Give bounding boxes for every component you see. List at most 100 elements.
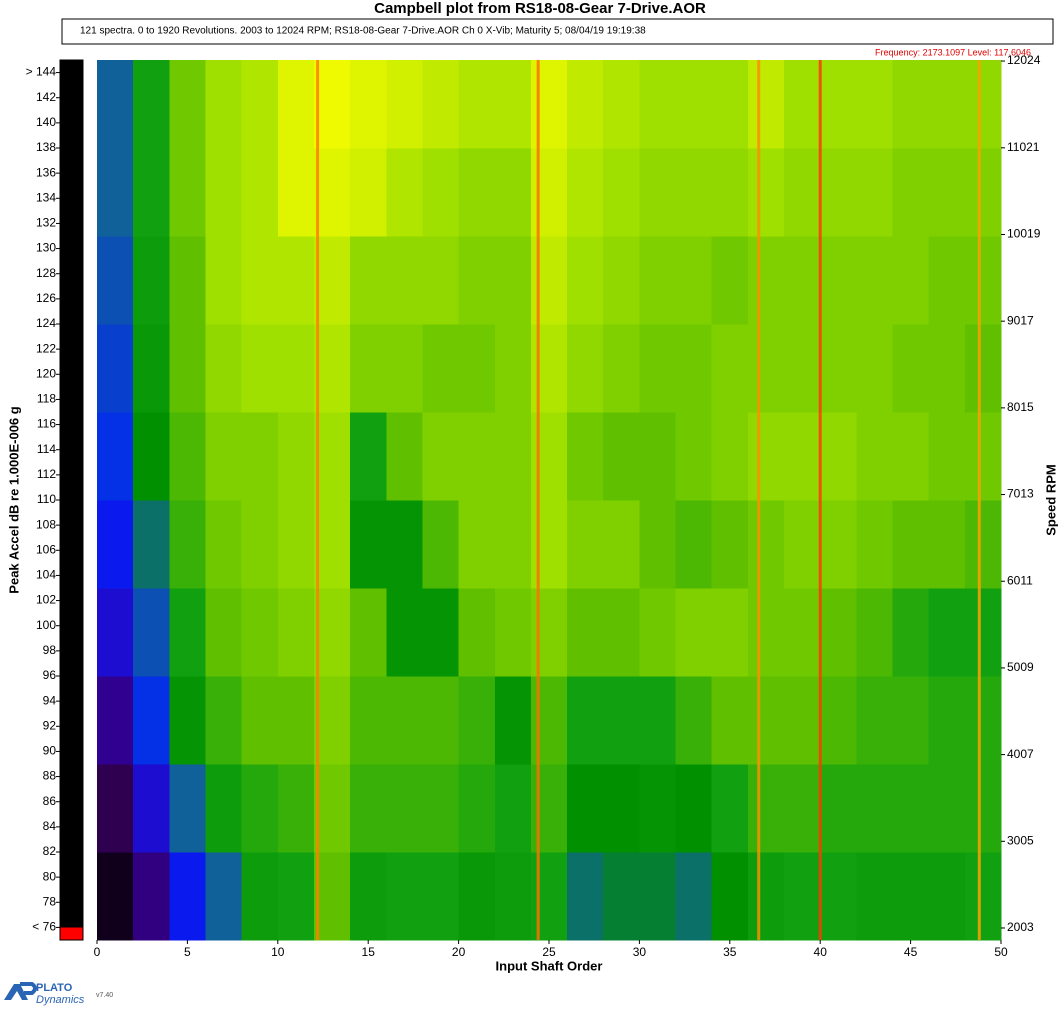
heatmap-cell	[820, 60, 857, 149]
heatmap-cell	[313, 324, 351, 413]
x-axis-label: Input Shaft Order	[496, 958, 603, 973]
heatmap-cell	[241, 587, 279, 677]
heatmap-cell	[386, 412, 423, 501]
heatmap-cell	[313, 147, 351, 237]
heatmap-cell	[567, 235, 604, 325]
heatmap-cell	[494, 60, 532, 149]
heatmap-cell	[675, 500, 713, 589]
heatmap-cell	[133, 235, 170, 325]
heatmap-cell	[277, 500, 315, 589]
heatmap-cell	[241, 500, 279, 589]
heatmap-cell	[313, 764, 351, 853]
colorbar-tick-label: 98	[43, 643, 57, 657]
colorbar-tick-label: 90	[43, 744, 57, 758]
heatmap-cell	[567, 764, 604, 853]
heatmap-cell	[639, 764, 677, 853]
heatmap-cell	[784, 764, 821, 853]
heatmap-cell	[603, 852, 640, 941]
heatmap-cell	[856, 764, 894, 853]
logo-name: PLATO	[36, 982, 73, 994]
heatmap-cell	[386, 60, 423, 149]
heatmap-cell	[856, 60, 894, 149]
colorbar-tick-label: 106	[36, 542, 56, 556]
x-tick-label: 25	[542, 945, 556, 959]
heatmap-cell	[567, 852, 604, 941]
heatmap-cell	[386, 147, 423, 237]
heatmap-cell	[567, 60, 604, 149]
colorbar-tick-label: 126	[36, 291, 56, 305]
y-tick-label: 2003	[1007, 920, 1034, 934]
heatmap-cell	[784, 60, 821, 149]
heatmap-cell	[530, 500, 568, 589]
heatmap-cell	[97, 324, 134, 413]
heatmap-cell	[169, 235, 206, 325]
heatmap-cell	[639, 587, 677, 677]
version: v7.40	[96, 992, 113, 999]
heatmap-cell	[675, 412, 713, 501]
heatmap-cell	[458, 60, 496, 149]
heatmap-cell	[964, 324, 1002, 413]
heatmap-cell	[603, 147, 640, 237]
heatmap-cell	[422, 147, 460, 237]
heatmap-cell	[169, 60, 206, 149]
heatmap-cell	[494, 500, 532, 589]
heatmap-cell	[747, 324, 785, 413]
colorbar-tick-label: 142	[36, 90, 56, 104]
heatmap-cell	[277, 764, 315, 853]
heatmap-cell	[313, 587, 351, 677]
heatmap-cell	[277, 675, 315, 765]
heatmap-cell	[241, 764, 279, 853]
heatmap-cell	[603, 675, 640, 765]
heatmap-cell	[567, 500, 604, 589]
heatmap-cell	[892, 500, 930, 589]
heatmap-cell	[241, 852, 279, 941]
colorbar-tick-label: 108	[36, 517, 56, 531]
heatmap-cell	[97, 235, 134, 325]
colorbar-tick-label: 136	[36, 165, 56, 179]
heatmap-cell	[205, 500, 243, 589]
heatmap-cell	[133, 147, 170, 237]
heatmap-cell	[386, 764, 423, 853]
heatmap-cell	[386, 235, 423, 325]
heatmap-cell	[169, 324, 206, 413]
heatmap-cell	[205, 324, 243, 413]
heatmap-cell	[928, 500, 966, 589]
heatmap-cell	[639, 60, 677, 149]
heatmap-cell	[422, 412, 460, 501]
heatmap-cell	[205, 852, 243, 941]
colorbar-tick-label: 104	[36, 568, 56, 582]
heatmap-cell	[277, 324, 315, 413]
heatmap-cell	[494, 324, 532, 413]
heatmap-cell	[964, 500, 1002, 589]
heatmap-cell	[711, 500, 749, 589]
heatmap-cell	[675, 587, 713, 677]
heatmap-cell	[277, 235, 315, 325]
heatmap-cell	[494, 675, 532, 765]
heatmap-cell	[422, 675, 460, 765]
heatmap-cell	[205, 147, 243, 237]
y-tick-label: 12024	[1007, 53, 1041, 67]
heatmap-cell	[277, 587, 315, 677]
heatmap-cell	[277, 147, 315, 237]
heatmap-cell	[530, 587, 568, 677]
colorbar-tick-label: 88	[43, 769, 57, 783]
heatmap-cell	[169, 764, 206, 853]
heatmap-cell	[856, 412, 894, 501]
heatmap-cell	[169, 675, 206, 765]
heatmap-cell	[639, 500, 677, 589]
colorbar-tick-label: 112	[37, 467, 56, 481]
heatmap-cell	[530, 60, 568, 149]
heatmap-cell	[458, 764, 496, 853]
logo-mark	[4, 984, 28, 1000]
heatmap-cell	[205, 235, 243, 325]
heatmap-cell	[892, 675, 930, 765]
heatmap-cell	[241, 147, 279, 237]
heatmap-cell	[458, 675, 496, 765]
heatmap-cell	[892, 235, 930, 325]
heatmap-cell	[422, 324, 460, 413]
heatmap-cell	[458, 587, 496, 677]
heatmap-cell	[820, 235, 857, 325]
heatmap-cell	[820, 764, 857, 853]
heatmap-cell	[422, 235, 460, 325]
heatmap-cell	[928, 324, 966, 413]
